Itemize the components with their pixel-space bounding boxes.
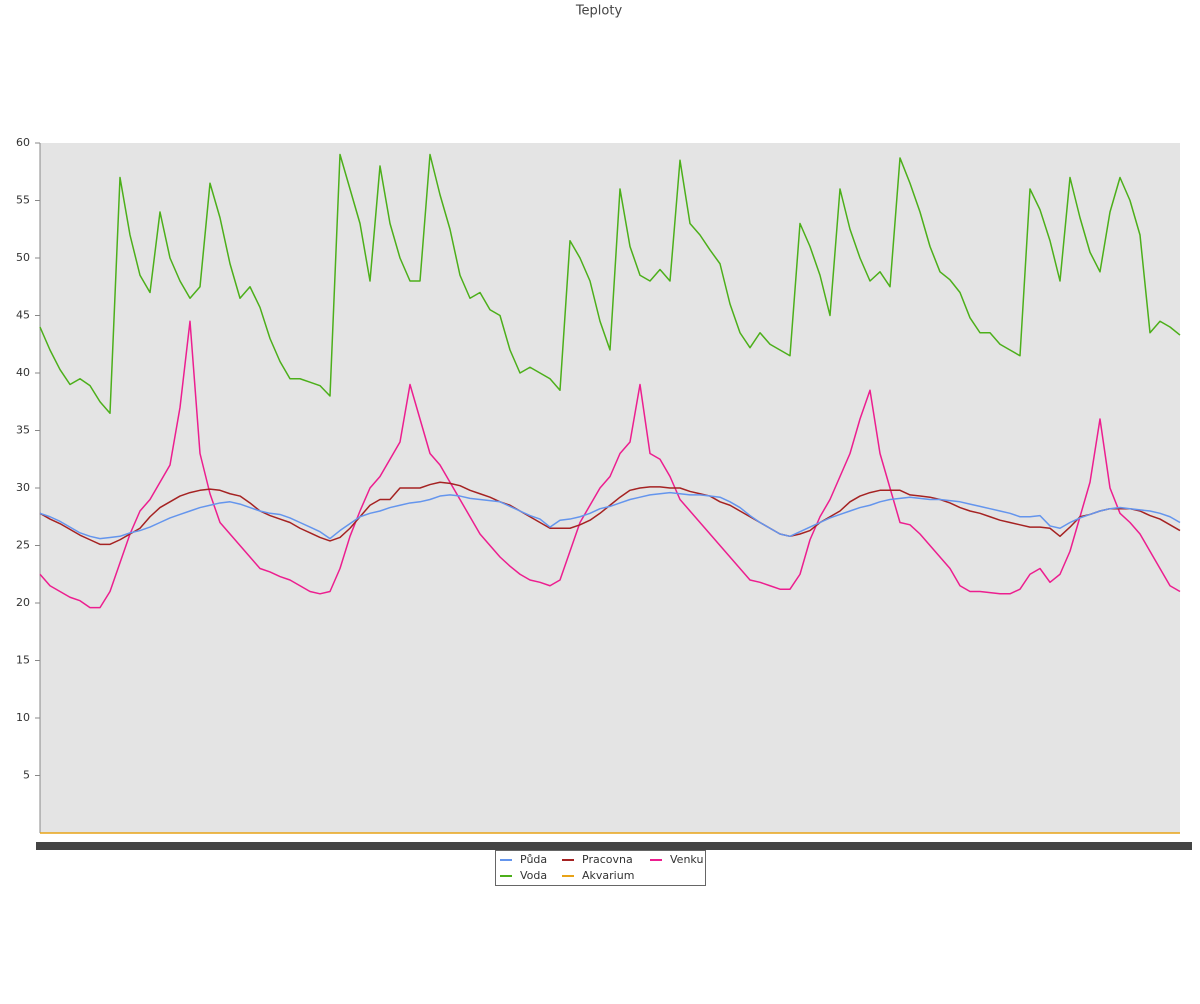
y-tick-label: 25 bbox=[16, 539, 30, 552]
x-axis-labels-band bbox=[36, 842, 1192, 850]
legend-label: Venku bbox=[670, 853, 703, 866]
y-tick-label: 30 bbox=[16, 481, 30, 494]
y-tick-label: 10 bbox=[16, 711, 30, 724]
series-line bbox=[39, 153, 1181, 414]
legend-label: Voda bbox=[520, 869, 547, 882]
series-line bbox=[39, 491, 1181, 540]
y-tick-label: 60 bbox=[16, 136, 30, 149]
legend-label: Půda bbox=[520, 853, 547, 866]
y-tick-label: 50 bbox=[16, 251, 30, 264]
y-tick-label: 5 bbox=[23, 769, 30, 782]
legend bbox=[495, 850, 706, 886]
y-tick-label: 40 bbox=[16, 366, 30, 379]
legend-label: Pracovna bbox=[582, 853, 633, 866]
y-tick-label: 45 bbox=[16, 309, 30, 322]
series-line bbox=[39, 481, 1181, 546]
y-tick-label: 35 bbox=[16, 424, 30, 437]
y-tick-label: 20 bbox=[16, 596, 30, 609]
plot-area bbox=[40, 143, 1180, 833]
y-tick-label: 55 bbox=[16, 194, 30, 207]
y-tick-label: 15 bbox=[16, 654, 30, 667]
legend-label: Akvarium bbox=[582, 869, 634, 882]
chart-title: Teploty bbox=[575, 4, 623, 19]
series-line bbox=[39, 320, 1181, 609]
